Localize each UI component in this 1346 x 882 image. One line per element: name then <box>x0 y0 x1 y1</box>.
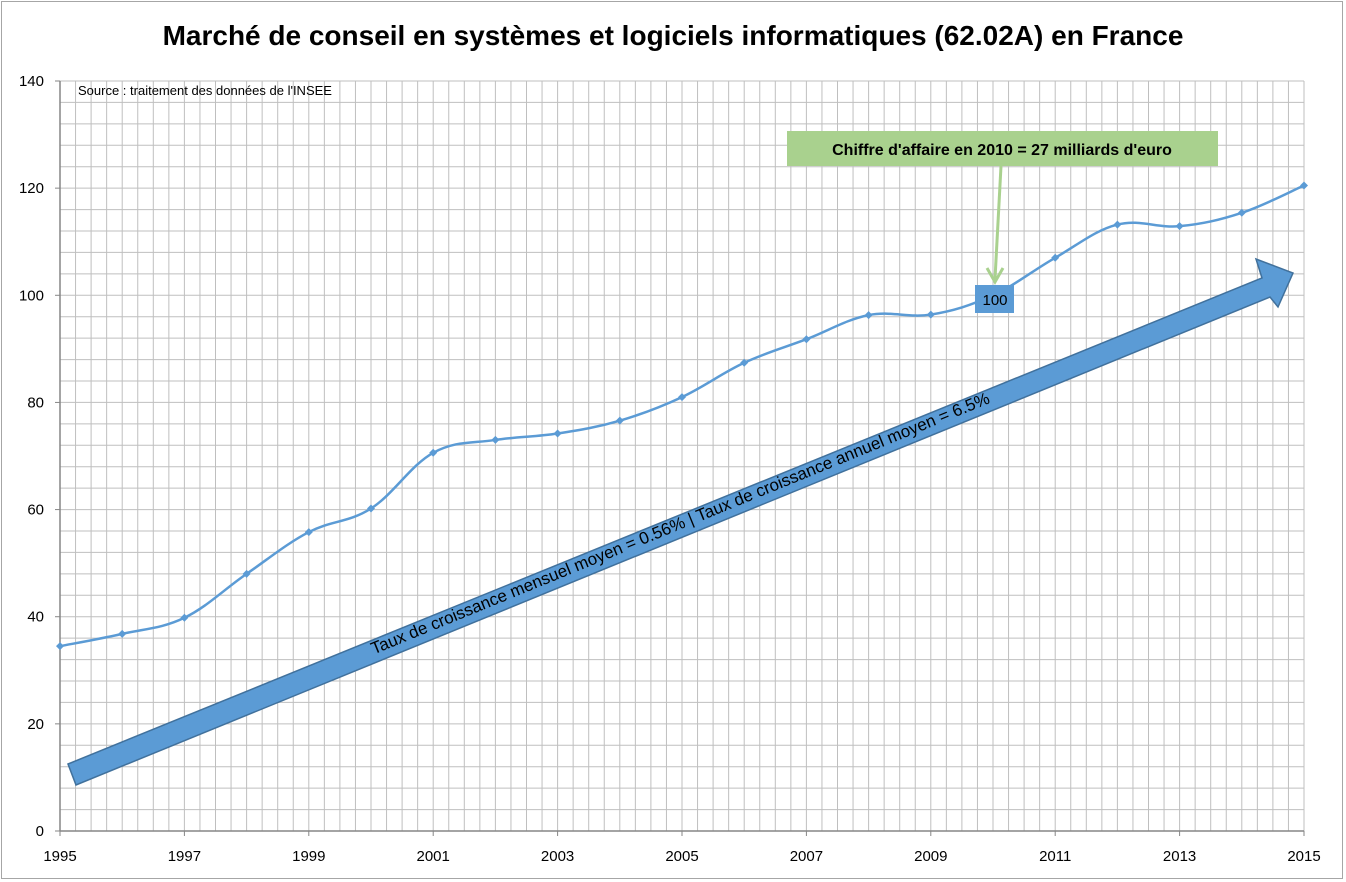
y-tick-label: 60 <box>27 502 44 519</box>
data-point <box>367 504 375 513</box>
y-tick-label: 120 <box>19 180 44 197</box>
data-point <box>740 358 749 367</box>
data-point <box>429 448 438 457</box>
data-point <box>1051 253 1060 262</box>
growth-arrow-shape <box>67 257 1295 786</box>
callout-box <box>787 131 1218 166</box>
data-point <box>926 310 935 319</box>
data-point <box>553 429 562 438</box>
data-point <box>678 393 686 402</box>
callout-arrow-head <box>985 267 1005 286</box>
x-tick-label: 1997 <box>168 848 201 865</box>
data-point <box>491 435 500 444</box>
base-value-label: 100 <box>975 285 1014 313</box>
data-point <box>802 335 811 344</box>
x-tick-label: 2007 <box>790 848 823 865</box>
callout-arrow-line <box>993 165 1003 280</box>
data-point <box>1300 181 1308 190</box>
y-tick-label: 80 <box>27 394 44 411</box>
x-tick-label: 2005 <box>665 848 698 865</box>
x-tick-label: 2003 <box>541 848 574 865</box>
data-point <box>615 416 624 425</box>
x-tick-label: 1999 <box>292 848 325 865</box>
data-point <box>1237 208 1246 217</box>
base-value-box <box>975 285 1014 313</box>
data-point <box>56 642 64 651</box>
y-tick-label: 140 <box>19 73 44 90</box>
x-tick-label: 2015 <box>1287 848 1320 865</box>
callout-text: Chiffre d'affaire en 2010 = 27 milliards… <box>832 142 1172 159</box>
x-tick-label: 2013 <box>1163 848 1196 865</box>
data-point <box>180 613 189 622</box>
y-tick-label: 20 <box>27 716 44 733</box>
growth-arrow-label: Taux de croissance mensuel moyen = 0.56%… <box>368 389 992 658</box>
base-value-text: 100 <box>982 292 1007 309</box>
chart-title: Marché de conseil en systèmes et logicie… <box>162 20 1184 51</box>
y-tick-label: 40 <box>27 609 44 626</box>
data-point <box>118 629 127 638</box>
data-point <box>864 311 873 320</box>
source-note: Source : traitement des données de l'INS… <box>78 83 332 98</box>
grid-layer <box>59 80 1305 832</box>
axes-layer: 0 20 40 60 80 100 120 140 1995 1997 1999 2001 2003 20… <box>19 73 1321 865</box>
x-tick-label: 2011 <box>1039 848 1071 865</box>
revenue-callout: Chiffre d'affaire en 2010 = 27 milliards… <box>787 131 1218 286</box>
data-point <box>242 569 251 578</box>
data-point <box>1175 222 1184 231</box>
data-point <box>1113 220 1122 229</box>
x-tick-label: 1995 <box>43 848 76 865</box>
data-point <box>304 528 313 537</box>
y-tick-label: 0 <box>36 823 44 840</box>
x-tick-label: 2009 <box>914 848 947 865</box>
x-tick-label: 2001 <box>417 848 450 865</box>
y-tick-label: 100 <box>19 287 44 304</box>
